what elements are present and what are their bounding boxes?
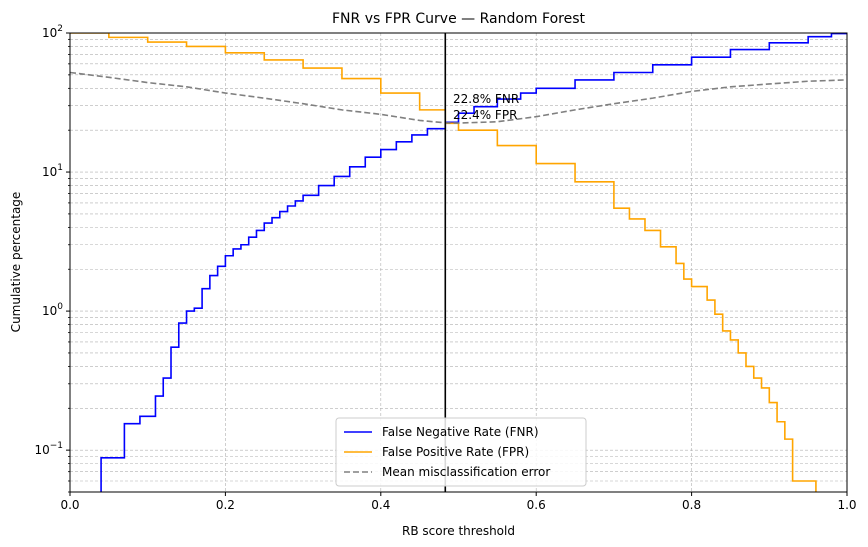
y-tick-label: 101 (42, 163, 63, 179)
x-tick-label: 1.0 (837, 498, 856, 512)
axes-frame (69, 32, 848, 493)
plot-area (70, 33, 847, 492)
series-mean-error-line (70, 71, 847, 124)
legend-box (335, 417, 587, 487)
legend-fnr-label: False Negative Rate (FNR) (382, 425, 539, 439)
x-tick-label: 0.2 (216, 498, 235, 512)
axes: 0.0 0.2 0.4 0.6 0.8 1.0 10−1 100 101 102 (34, 24, 856, 512)
y-tick-label: 10−1 (34, 441, 63, 457)
x-tick-label: 0.4 (371, 498, 390, 512)
x-tick-label: 0.6 (527, 498, 546, 512)
annotation-fpr: 22.4% FPR (453, 108, 517, 122)
series-fpr-line (70, 33, 817, 492)
x-tick-label: 0.0 (60, 498, 79, 512)
legend-fpr-label: False Positive Rate (FPR) (382, 445, 529, 459)
annotation-fnr: 22.8% FNR (453, 92, 519, 106)
x-axis-label: RB score threshold (402, 524, 515, 538)
chart-title: FNR vs FPR Curve — Random Forest (332, 11, 585, 27)
x-tick-label: 0.8 (682, 498, 701, 512)
series-fnr-line (100, 33, 847, 492)
legend-mean-error-label: Mean misclassification error (382, 465, 550, 479)
y-axis-label: Cumulative percentage (9, 192, 23, 333)
y-tick-label: 102 (42, 24, 63, 40)
legend: False Negative Rate (FNR) False Positive… (335, 417, 587, 487)
y-tick-label: 100 (42, 302, 63, 318)
